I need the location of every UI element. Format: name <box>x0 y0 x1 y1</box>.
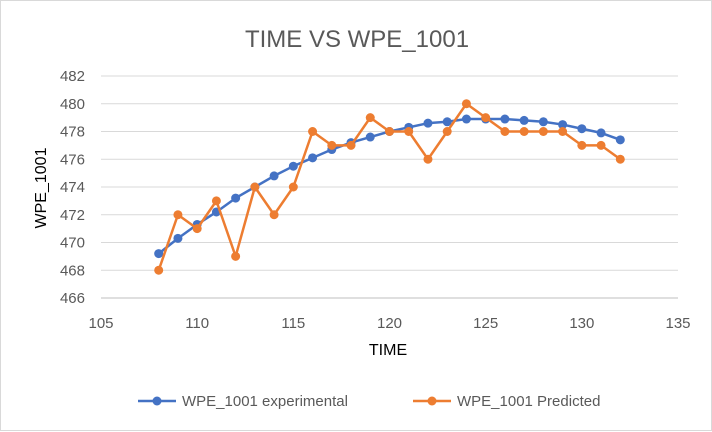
data-point-1-14 <box>423 154 433 164</box>
data-point-1-18 <box>500 127 510 136</box>
data-point-1-22 <box>577 140 587 150</box>
data-point-0-14 <box>423 118 433 128</box>
data-point-1-19 <box>519 127 529 136</box>
data-point-1-0 <box>154 265 164 275</box>
data-point-1-13 <box>404 127 414 136</box>
x-tick-label-120: 120 <box>377 315 402 332</box>
data-point-1-20 <box>538 127 548 136</box>
legend-label-1: WPE_1001 Predicted <box>457 393 600 410</box>
data-point-1-15 <box>442 127 452 136</box>
data-point-0-23 <box>596 128 606 138</box>
data-point-1-2 <box>192 224 202 234</box>
data-point-0-0 <box>154 249 164 259</box>
chart-title: TIME VS WPE_1001 <box>245 26 469 53</box>
legend: WPE_1001 experimental WPE_1001 Predicted <box>138 393 600 410</box>
data-point-1-9 <box>327 140 337 150</box>
data-point-1-7 <box>288 182 298 192</box>
data-point-0-1 <box>173 233 183 243</box>
y-tick-labels: 466 468 470 472 474 476 478 480 482 <box>60 68 85 307</box>
legend-marker-0 <box>152 396 162 406</box>
data-point-0-15 <box>442 117 452 127</box>
data-point-1-5 <box>250 182 260 192</box>
data-point-1-10 <box>346 140 356 150</box>
data-point-1-12 <box>385 127 394 136</box>
data-point-1-24 <box>615 154 625 164</box>
data-point-0-6 <box>269 171 279 181</box>
data-point-0-20 <box>538 117 548 127</box>
x-tick-label-125: 125 <box>473 315 498 332</box>
y-tick-label-470: 470 <box>60 235 85 252</box>
data-point-0-21 <box>558 120 568 130</box>
data-point-1-8 <box>308 127 318 136</box>
x-axis-title: TIME <box>369 342 407 359</box>
y-tick-label-476: 476 <box>60 151 85 168</box>
data-point-1-21 <box>558 127 568 136</box>
data-point-1-4 <box>231 251 241 261</box>
data-point-1-11 <box>365 113 375 123</box>
y-axis-title: WPE_1001 <box>33 147 50 228</box>
x-tick-label-115: 115 <box>281 315 305 332</box>
y-tick-label-472: 472 <box>60 207 85 224</box>
data-point-1-1 <box>173 210 183 220</box>
data-point-0-24 <box>615 135 625 145</box>
data-point-1-6 <box>269 210 279 220</box>
series-group <box>154 99 625 275</box>
data-point-1-16 <box>461 99 471 109</box>
legend-marker-1 <box>427 396 437 406</box>
x-tick-label-105: 105 <box>88 315 113 332</box>
y-tick-label-468: 468 <box>60 262 85 279</box>
y-tick-label-480: 480 <box>60 96 85 113</box>
data-point-0-19 <box>519 115 529 125</box>
x-tick-label-135: 135 <box>665 315 690 332</box>
data-point-1-3 <box>211 196 221 206</box>
data-point-0-7 <box>288 161 298 171</box>
legend-label-0: WPE_1001 experimental <box>182 393 348 410</box>
gridlines <box>101 75 678 299</box>
data-point-0-4 <box>231 193 241 203</box>
y-tick-label-466: 466 <box>60 290 85 307</box>
y-tick-label-482: 482 <box>60 68 85 85</box>
data-point-0-8 <box>308 153 318 163</box>
y-tick-label-474: 474 <box>60 179 85 196</box>
data-point-1-23 <box>596 140 606 150</box>
x-tick-label-130: 130 <box>569 315 594 332</box>
data-point-0-11 <box>365 132 375 142</box>
x-tick-labels: 105 110 115 120 125 130 135 <box>88 315 690 332</box>
x-tick-label-110: 110 <box>185 315 209 332</box>
data-point-0-16 <box>461 114 471 124</box>
data-point-0-22 <box>577 124 587 134</box>
data-point-0-18 <box>500 114 510 124</box>
y-tick-label-478: 478 <box>60 124 85 141</box>
data-point-1-17 <box>481 113 491 123</box>
